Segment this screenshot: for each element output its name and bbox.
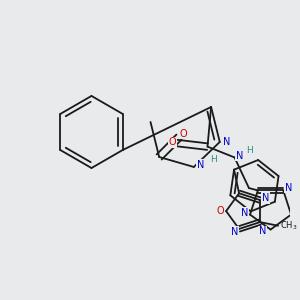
Text: O: O: [217, 206, 224, 216]
Text: N: N: [259, 226, 266, 236]
Text: O: O: [180, 128, 188, 139]
Text: H: H: [246, 146, 253, 155]
Text: N: N: [285, 182, 292, 193]
Text: N: N: [196, 160, 204, 170]
Text: CH$_3$: CH$_3$: [280, 220, 297, 232]
Text: H: H: [210, 155, 217, 164]
Text: N: N: [231, 227, 238, 237]
Text: N: N: [236, 151, 243, 160]
Text: N: N: [241, 208, 248, 218]
Text: N: N: [262, 193, 269, 203]
Text: N: N: [223, 137, 230, 147]
Text: O: O: [169, 137, 176, 147]
